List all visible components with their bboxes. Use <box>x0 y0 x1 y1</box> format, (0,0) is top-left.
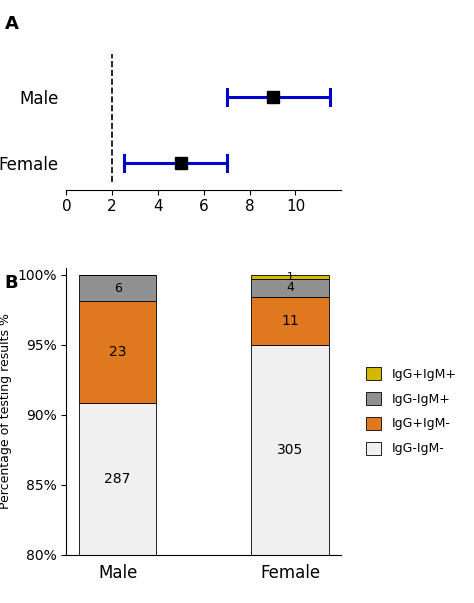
Text: 11: 11 <box>281 314 299 327</box>
Text: A: A <box>5 15 18 33</box>
Bar <box>251 297 329 344</box>
Bar <box>251 279 329 297</box>
Y-axis label: Percentage of testing results %: Percentage of testing results % <box>0 313 11 510</box>
Text: 6: 6 <box>114 282 121 294</box>
Bar <box>79 403 156 603</box>
Text: 1: 1 <box>286 272 293 282</box>
Bar <box>251 344 329 603</box>
Text: 305: 305 <box>277 443 303 456</box>
Bar <box>79 302 156 403</box>
Bar <box>79 275 156 302</box>
Legend: IgG+IgM+, IgG-IgM+, IgG+IgM-, IgG-IgM-: IgG+IgM+, IgG-IgM+, IgG+IgM-, IgG-IgM- <box>361 362 461 460</box>
Text: 23: 23 <box>109 346 127 359</box>
Bar <box>251 275 329 279</box>
Text: 287: 287 <box>104 472 131 486</box>
Text: B: B <box>5 274 18 292</box>
Text: 4: 4 <box>286 282 294 294</box>
